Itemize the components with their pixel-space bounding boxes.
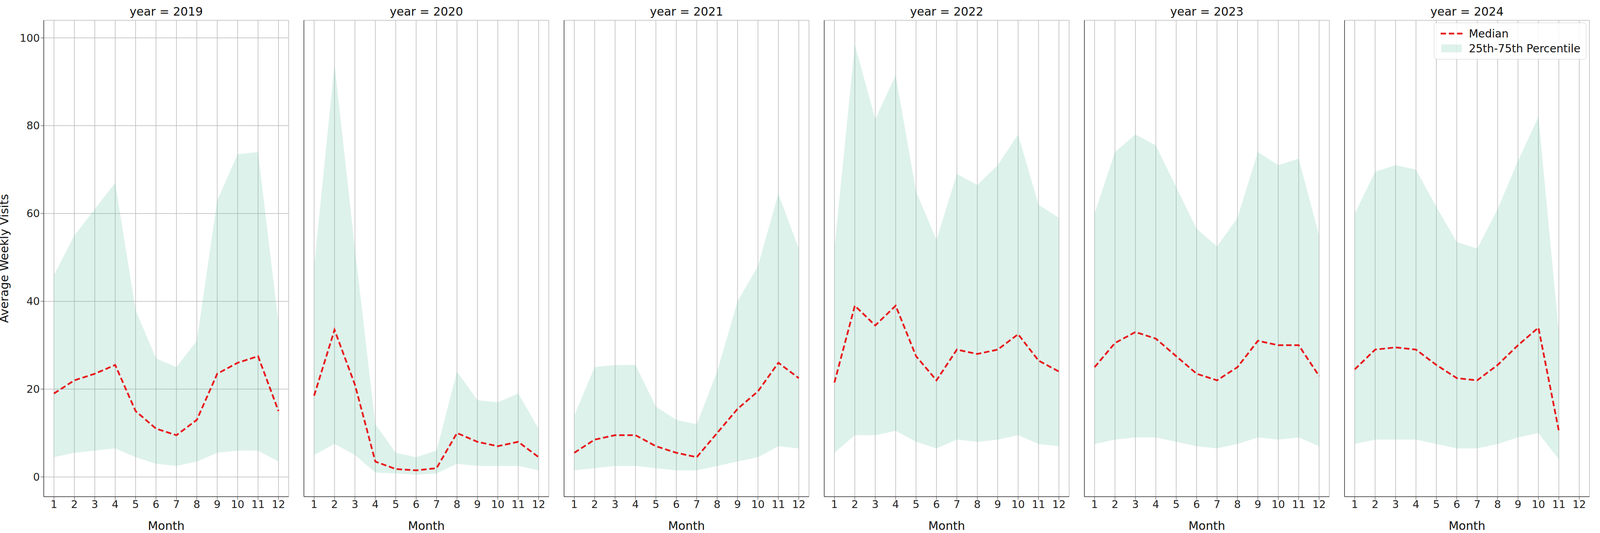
svg-text:3: 3 — [611, 498, 619, 511]
svg-text:40: 40 — [26, 295, 40, 308]
svg-text:5: 5 — [1173, 498, 1180, 511]
svg-text:2: 2 — [331, 498, 338, 511]
svg-text:6: 6 — [412, 498, 420, 511]
html-text:year = 2023: year = 2023 — [1170, 4, 1244, 19]
svg-text:6: 6 — [1193, 498, 1200, 511]
svg-text:9: 9 — [1254, 498, 1262, 511]
svg-text:3: 3 — [871, 498, 879, 511]
svg-text:0: 0 — [33, 471, 40, 484]
svg-text:12: 12 — [532, 498, 546, 511]
svg-text:10: 10 — [1531, 498, 1545, 511]
svg-text:6: 6 — [152, 498, 160, 511]
svg-text:4: 4 — [892, 498, 899, 511]
svg-text:7: 7 — [433, 498, 440, 511]
svg-text:4: 4 — [371, 498, 379, 511]
svg-text:6: 6 — [933, 498, 940, 511]
svg-text:Month: Month — [407, 519, 445, 533]
svg-text:6: 6 — [1453, 498, 1461, 511]
svg-text:8: 8 — [973, 498, 981, 511]
svg-text:5: 5 — [1433, 498, 1440, 511]
svg-text:10: 10 — [1011, 498, 1025, 511]
svg-text:100: 100 — [19, 32, 40, 45]
svg-text:2: 2 — [71, 498, 78, 511]
svg-text:1: 1 — [1091, 498, 1099, 511]
svg-text:1: 1 — [571, 498, 578, 511]
svg-text:1: 1 — [1351, 498, 1359, 511]
html-text:year = 2024: year = 2024 — [1430, 4, 1504, 19]
svg-text:12: 12 — [1052, 498, 1066, 511]
svg-text:Month: Month — [1188, 519, 1225, 533]
svg-text:6: 6 — [673, 498, 680, 511]
svg-text:Month: Month — [928, 519, 965, 533]
svg-text:9: 9 — [994, 498, 1002, 511]
svg-text:5: 5 — [912, 498, 920, 511]
svg-text:11: 11 — [771, 498, 785, 511]
html-text:Median: Median — [1468, 27, 1509, 41]
svg-text:1: 1 — [831, 498, 838, 511]
svg-text:10: 10 — [230, 498, 245, 511]
svg-text:1: 1 — [50, 498, 58, 511]
svg-text:11: 11 — [1291, 498, 1306, 511]
svg-text:1: 1 — [310, 498, 318, 511]
svg-text:Month: Month — [667, 519, 705, 533]
svg-text:9: 9 — [734, 498, 742, 511]
svg-text:2: 2 — [1111, 498, 1119, 511]
svg-text:4: 4 — [632, 498, 639, 511]
svg-text:5: 5 — [392, 498, 400, 511]
svg-text:4: 4 — [1152, 498, 1159, 511]
svg-text:8: 8 — [453, 498, 461, 511]
svg-text:3: 3 — [91, 498, 99, 511]
svg-text:80: 80 — [26, 119, 40, 132]
svg-text:Month: Month — [1448, 519, 1486, 533]
svg-text:3: 3 — [351, 498, 359, 511]
svg-text:7: 7 — [1213, 498, 1221, 511]
svg-text:11: 11 — [511, 498, 525, 511]
svg-text:3: 3 — [1392, 498, 1399, 511]
svg-text:60: 60 — [26, 207, 40, 220]
svg-text:4: 4 — [1412, 498, 1420, 511]
html-text:year = 2019: year = 2019 — [129, 4, 203, 19]
svg-text:12: 12 — [1572, 498, 1586, 511]
svg-text:10: 10 — [1271, 498, 1285, 511]
svg-text:5: 5 — [652, 498, 660, 511]
svg-text:7: 7 — [953, 498, 961, 511]
svg-text:11: 11 — [1031, 498, 1045, 511]
svg-text:3: 3 — [1132, 498, 1139, 511]
svg-text:11: 11 — [251, 498, 265, 511]
html-text:year = 2022: year = 2022 — [910, 4, 984, 19]
svg-text:8: 8 — [193, 498, 200, 511]
svg-text:12: 12 — [1312, 498, 1326, 511]
svg-text:9: 9 — [474, 498, 481, 511]
svg-text:11: 11 — [1551, 498, 1566, 511]
html-text:25th-75th Percentile: 25th-75th Percentile — [1468, 41, 1581, 55]
svg-text:10: 10 — [491, 498, 505, 511]
html-text:year = 2020: year = 2020 — [389, 4, 464, 19]
svg-text:7: 7 — [1473, 498, 1481, 511]
svg-text:20: 20 — [26, 383, 40, 396]
html-text:year = 2021: year = 2021 — [649, 4, 724, 19]
svg-text:9: 9 — [1514, 498, 1522, 511]
svg-text:Month: Month — [147, 519, 185, 533]
svg-text:12: 12 — [271, 498, 286, 511]
svg-text:12: 12 — [792, 498, 806, 511]
svg-text:10: 10 — [751, 498, 765, 511]
svg-text:Average Weekly Visits: Average Weekly Visits — [3, 194, 11, 324]
svg-text:7: 7 — [693, 498, 700, 511]
svg-text:2: 2 — [851, 498, 859, 511]
svg-text:2: 2 — [1371, 498, 1379, 511]
svg-text:8: 8 — [1233, 498, 1241, 511]
svg-text:9: 9 — [214, 498, 221, 511]
svg-text:5: 5 — [132, 498, 140, 511]
svg-text:8: 8 — [713, 498, 721, 511]
svg-text:4: 4 — [111, 498, 119, 511]
svg-text:2: 2 — [591, 498, 599, 511]
svg-text:7: 7 — [173, 498, 180, 511]
svg-text:8: 8 — [1494, 498, 1501, 511]
